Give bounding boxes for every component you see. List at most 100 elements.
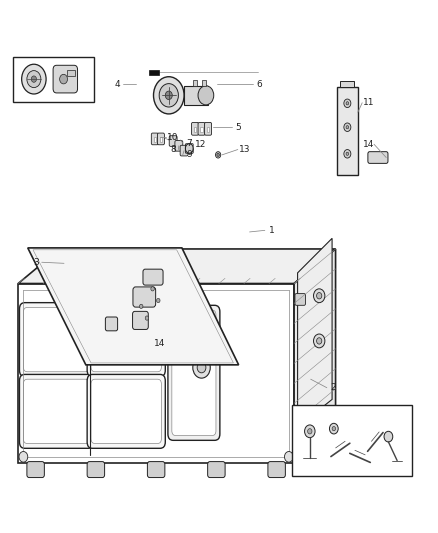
FancyBboxPatch shape xyxy=(91,308,161,372)
Circle shape xyxy=(346,102,349,105)
Circle shape xyxy=(21,64,46,94)
Polygon shape xyxy=(18,284,294,463)
FancyBboxPatch shape xyxy=(23,379,89,443)
FancyBboxPatch shape xyxy=(172,310,216,435)
Text: 13: 13 xyxy=(239,145,250,154)
Bar xyxy=(337,87,358,175)
Text: 5: 5 xyxy=(236,123,241,132)
Circle shape xyxy=(60,74,67,84)
Polygon shape xyxy=(67,69,75,76)
Circle shape xyxy=(197,362,206,373)
Bar xyxy=(159,137,162,142)
Circle shape xyxy=(344,123,351,132)
Bar xyxy=(193,80,197,86)
Circle shape xyxy=(198,86,214,105)
Circle shape xyxy=(165,91,172,100)
Circle shape xyxy=(27,70,41,87)
FancyBboxPatch shape xyxy=(208,462,225,478)
FancyBboxPatch shape xyxy=(106,317,118,331)
Text: 14: 14 xyxy=(363,140,374,149)
Circle shape xyxy=(31,76,36,82)
FancyBboxPatch shape xyxy=(133,287,155,307)
Text: 2: 2 xyxy=(331,383,336,392)
FancyBboxPatch shape xyxy=(23,308,89,372)
FancyBboxPatch shape xyxy=(53,65,78,93)
Circle shape xyxy=(344,99,351,108)
FancyBboxPatch shape xyxy=(168,305,220,440)
Bar xyxy=(292,405,413,477)
Text: 12: 12 xyxy=(194,140,206,149)
FancyBboxPatch shape xyxy=(169,136,177,147)
FancyBboxPatch shape xyxy=(27,462,44,478)
Circle shape xyxy=(346,126,349,129)
FancyBboxPatch shape xyxy=(87,303,165,376)
Text: 14: 14 xyxy=(154,340,165,348)
Circle shape xyxy=(314,334,325,348)
Bar xyxy=(153,137,156,142)
Text: 4: 4 xyxy=(115,79,120,88)
FancyBboxPatch shape xyxy=(205,123,212,135)
Text: 9: 9 xyxy=(187,150,192,159)
Circle shape xyxy=(384,431,393,442)
Circle shape xyxy=(193,357,210,378)
Circle shape xyxy=(156,298,160,303)
FancyBboxPatch shape xyxy=(19,374,93,448)
Circle shape xyxy=(329,423,338,434)
Circle shape xyxy=(307,429,312,434)
FancyBboxPatch shape xyxy=(133,311,148,329)
Bar xyxy=(184,86,208,105)
FancyBboxPatch shape xyxy=(87,374,165,448)
Circle shape xyxy=(215,152,221,158)
FancyBboxPatch shape xyxy=(198,123,205,135)
Text: 10: 10 xyxy=(166,133,178,142)
FancyBboxPatch shape xyxy=(191,123,198,135)
FancyBboxPatch shape xyxy=(157,133,164,145)
Circle shape xyxy=(317,293,322,299)
Polygon shape xyxy=(18,249,336,284)
Circle shape xyxy=(344,150,351,158)
Bar xyxy=(194,127,196,132)
Text: 7: 7 xyxy=(187,139,192,148)
Circle shape xyxy=(159,84,178,107)
Circle shape xyxy=(285,451,293,462)
FancyBboxPatch shape xyxy=(128,259,162,276)
Bar xyxy=(340,81,354,87)
FancyBboxPatch shape xyxy=(268,462,286,478)
Text: 11: 11 xyxy=(363,98,374,107)
Circle shape xyxy=(304,425,315,438)
Text: 3: 3 xyxy=(34,258,39,266)
Text: 6: 6 xyxy=(256,79,262,88)
Text: 8: 8 xyxy=(170,145,176,154)
FancyBboxPatch shape xyxy=(295,441,305,453)
Circle shape xyxy=(151,287,154,291)
Bar xyxy=(13,56,94,102)
FancyBboxPatch shape xyxy=(143,269,163,285)
FancyBboxPatch shape xyxy=(175,141,183,151)
Circle shape xyxy=(332,426,336,431)
Circle shape xyxy=(185,144,193,154)
FancyBboxPatch shape xyxy=(91,379,161,443)
Circle shape xyxy=(314,289,325,303)
FancyBboxPatch shape xyxy=(87,462,105,478)
FancyBboxPatch shape xyxy=(368,152,388,164)
Polygon shape xyxy=(28,248,239,365)
Circle shape xyxy=(217,154,219,157)
Circle shape xyxy=(139,304,143,309)
Bar xyxy=(200,127,203,132)
FancyBboxPatch shape xyxy=(151,133,158,145)
Bar xyxy=(207,127,209,132)
Text: 1: 1 xyxy=(268,226,274,235)
Circle shape xyxy=(317,338,322,344)
FancyBboxPatch shape xyxy=(180,146,188,156)
Bar xyxy=(149,70,159,75)
FancyBboxPatch shape xyxy=(295,294,305,305)
Bar xyxy=(201,80,206,86)
Circle shape xyxy=(346,152,349,156)
Circle shape xyxy=(153,77,184,114)
Polygon shape xyxy=(294,249,336,463)
Circle shape xyxy=(19,451,28,462)
FancyBboxPatch shape xyxy=(148,462,165,478)
FancyBboxPatch shape xyxy=(19,303,93,376)
Polygon shape xyxy=(297,238,332,427)
Circle shape xyxy=(145,316,148,320)
